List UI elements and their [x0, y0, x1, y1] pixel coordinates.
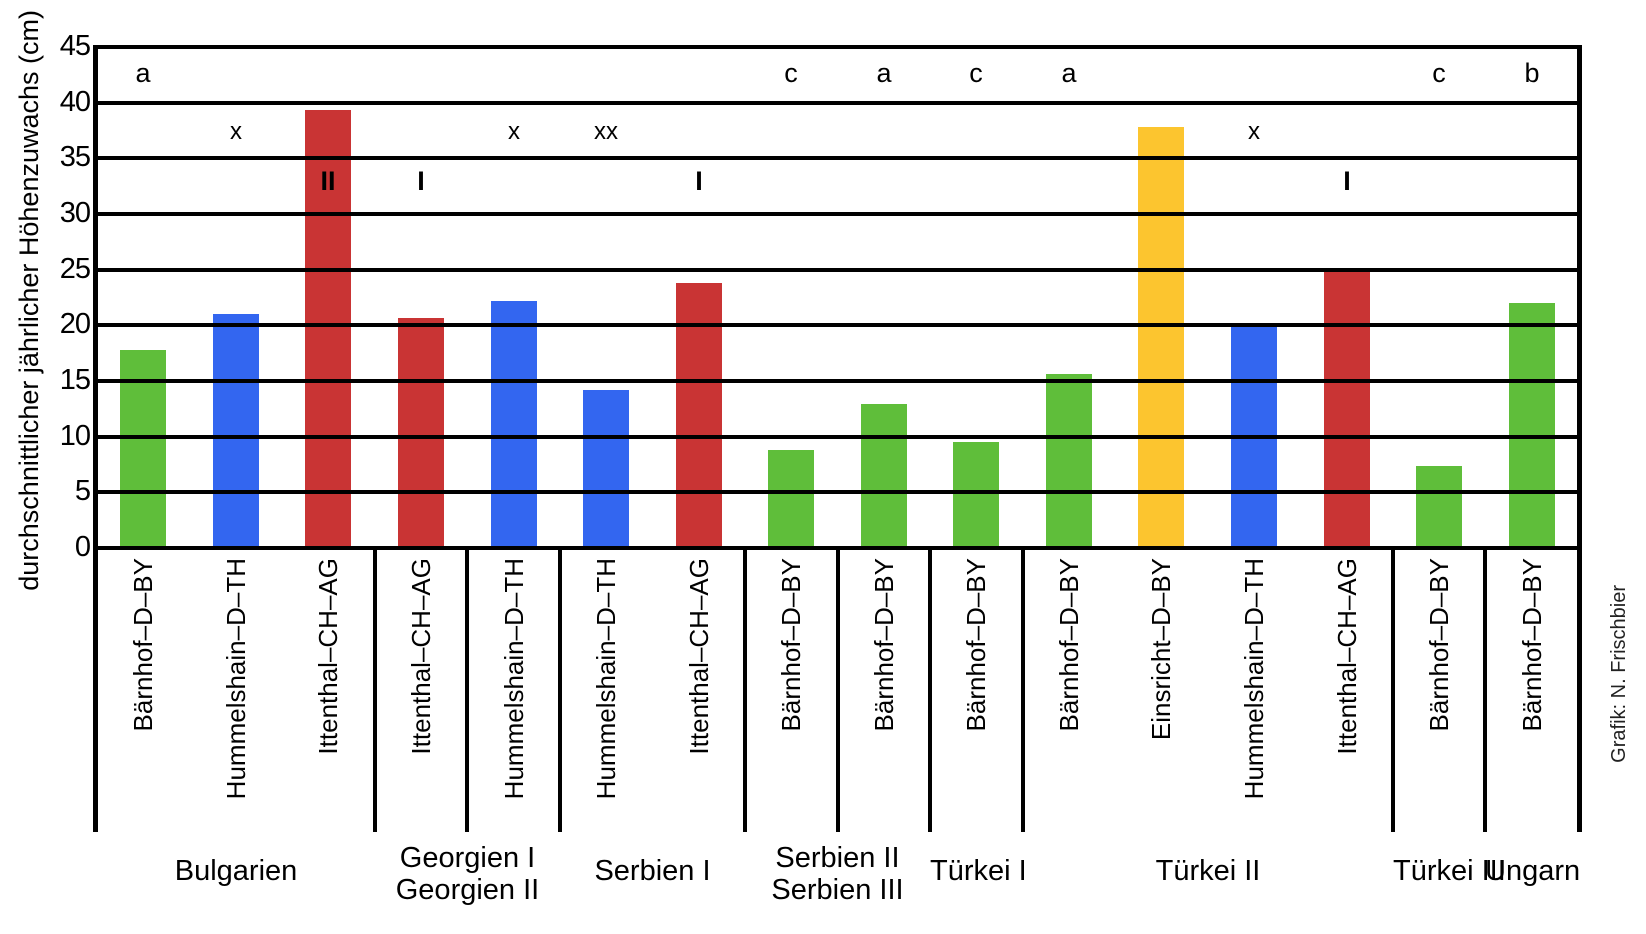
bar-label: Hummelshain–D–TH: [590, 558, 621, 800]
grid-line: [97, 100, 1582, 105]
bar: [768, 450, 814, 548]
group-label-line: Serbien III: [771, 874, 904, 906]
group-separator-line: [928, 548, 932, 832]
grid-line: [97, 323, 1582, 328]
y-tick-label: 35: [59, 141, 91, 174]
group-label-line: Serbien II: [775, 842, 900, 874]
group-separator-line: [743, 548, 747, 832]
significance-marker: a: [876, 58, 892, 88]
group-label: Türkei III: [1393, 855, 1506, 887]
bar: [491, 301, 537, 548]
group-separator-line: [1483, 548, 1487, 832]
group-separator-line: [373, 548, 377, 832]
bar-label: Einsricht–D–BY: [1145, 558, 1176, 741]
significance-marker: I: [695, 166, 703, 196]
grid-line: [97, 379, 1582, 383]
bar: [213, 314, 259, 548]
significance-marker: c: [1432, 58, 1446, 88]
significance-marker: b: [1524, 58, 1540, 88]
bar-label: Bärnhof–D–BY: [1423, 558, 1454, 732]
group-separator-line: [1021, 548, 1025, 832]
bar-label: Hummelshain–D–TH: [498, 558, 529, 800]
group-label: Ungarn: [1485, 855, 1581, 887]
significance-marker: x: [1248, 118, 1260, 145]
bar: [953, 442, 999, 548]
bar: [583, 390, 629, 548]
bar: [305, 110, 351, 548]
y-tick-label: 0: [74, 531, 91, 563]
grid-line: [97, 212, 1582, 216]
significance-marker: xx: [594, 118, 618, 145]
plot-top-border: [97, 45, 1582, 49]
significance-marker: x: [508, 118, 520, 145]
group-separator-line: [465, 548, 469, 832]
y-tick-label: 25: [59, 252, 91, 285]
group-label-line: Bulgarien: [174, 855, 298, 887]
group-label-line: Türkei III: [1393, 855, 1506, 887]
bar-label: Bärnhof–D–BY: [775, 558, 806, 732]
y-tick-label: 5: [74, 475, 91, 508]
significance-marker: a: [1061, 58, 1077, 88]
group-label: Serbien II Serbien III: [745, 842, 930, 906]
group-label-line: Türkei II: [1155, 855, 1261, 887]
y-tick-label: 45: [59, 30, 91, 62]
grid-line: [97, 156, 1582, 161]
bar-label: Bärnhof–D–BY: [1053, 558, 1084, 732]
significance-marker: c: [969, 58, 983, 88]
bar-label: Bärnhof–D–BY: [1516, 558, 1547, 732]
bar-label: Bärnhof–D–BY: [127, 558, 158, 732]
group-label: Serbien I: [560, 855, 745, 887]
bar-label: Bärnhof–D–BY: [960, 558, 991, 732]
grid-line: [97, 267, 1582, 272]
significance-marker: c: [784, 58, 798, 88]
group-label-line: Georgien II: [395, 874, 540, 906]
grid-line: [97, 490, 1582, 495]
bar: [398, 318, 444, 548]
bar-label: Ittenthal–CH–AG: [1331, 558, 1362, 755]
group-label-line: Serbien I: [594, 855, 711, 887]
bar: [1046, 374, 1092, 548]
bar-label: Ittenthal–CH–AG: [312, 558, 343, 755]
credit: Grafik: N. Frischbier: [1608, 585, 1631, 800]
group-label-line: Türkei I: [930, 855, 1027, 887]
group-label-line: Ungarn: [1485, 855, 1581, 887]
group-separator-line: [558, 548, 562, 832]
y-tick-label: 30: [59, 197, 91, 229]
bar-label: Hummelshain–D–TH: [1238, 558, 1269, 800]
grid-line: [97, 434, 1582, 439]
y-axis-line: [93, 45, 98, 832]
bar: [1324, 270, 1370, 548]
significance-marker: II: [320, 166, 336, 196]
significance-marker: I: [417, 166, 425, 196]
y-tick-label: 20: [59, 308, 91, 341]
bar: [1416, 466, 1462, 548]
group-label: Türkei II: [1023, 855, 1393, 887]
bar-label: Ittenthal–CH–AG: [683, 558, 714, 755]
significance-marker: I: [1343, 166, 1351, 196]
significance-marker: x: [230, 118, 242, 145]
bar: [120, 350, 166, 548]
bar: [1138, 127, 1184, 548]
bar-label: Ittenthal–CH–AG: [405, 558, 436, 755]
credit-text: Grafik: N. Frischbier: [1608, 585, 1630, 763]
y-tick-label: 15: [59, 364, 91, 396]
group-label: Türkei I: [930, 855, 1027, 887]
group-separator-line: [836, 548, 840, 832]
group-label: Georgien I Georgien II: [375, 842, 560, 906]
significance-marker: a: [135, 58, 151, 88]
bar: [861, 404, 907, 548]
bar: [1509, 303, 1555, 548]
group-label: Bulgarien: [97, 855, 375, 887]
plot-right-border: [1577, 45, 1582, 832]
y-tick-label: 10: [59, 419, 91, 452]
y-tick-label: 40: [59, 85, 91, 118]
bar-label: Bärnhof–D–BY: [868, 558, 899, 732]
group-separator-line: [1391, 548, 1395, 832]
bar-label: Hummelshain–D–TH: [220, 558, 251, 800]
group-label-line: Georgien I: [399, 842, 536, 874]
